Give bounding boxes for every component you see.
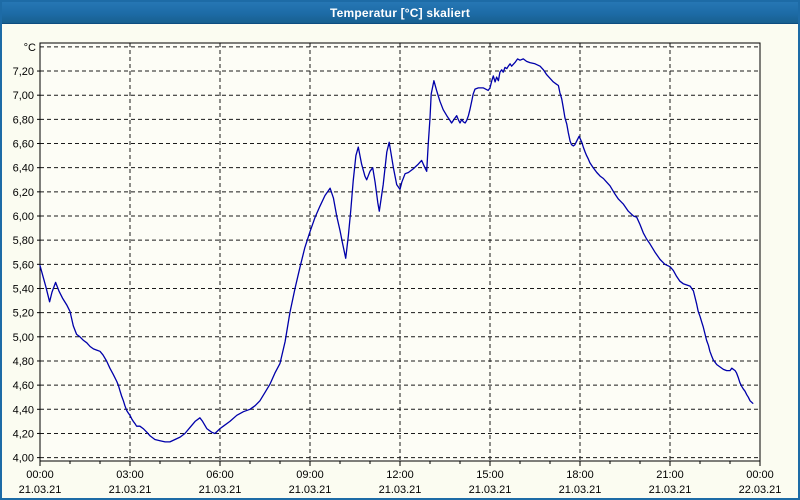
y-tick-label: 6,80 bbox=[13, 114, 34, 126]
temperature-line bbox=[39, 58, 754, 443]
x-tick-date-label: 21.03.21 bbox=[649, 484, 692, 496]
y-tick-label: 6,20 bbox=[13, 187, 34, 199]
y-tick-label: 7,20 bbox=[13, 66, 34, 78]
x-tick-time-label: 09:00 bbox=[296, 469, 324, 481]
x-tick-date-label: 21.03.21 bbox=[19, 484, 62, 496]
y-tick-label: 4,20 bbox=[13, 428, 34, 440]
chart-area: 7,20 7,00 6,80 6,60 6,40 6,20 6,00 5,80 5,60 5,40… bbox=[2, 24, 798, 498]
y-tick-label: 6,60 bbox=[13, 139, 34, 151]
x-tick-date-label: 21.03.21 bbox=[379, 484, 422, 496]
y-tick-label: 5,80 bbox=[13, 235, 34, 247]
x-axis-ticks bbox=[39, 461, 761, 466]
y-axis-labels: 7,20 7,00 6,80 6,60 6,40 6,20 6,00 5,80 5,60 5,40… bbox=[13, 66, 34, 465]
x-tick-time-label: 12:00 bbox=[386, 469, 414, 481]
y-tick-label: 4,60 bbox=[13, 380, 34, 392]
plot-frame bbox=[39, 42, 761, 462]
y-tick-label: 7,00 bbox=[13, 90, 34, 102]
x-tick-date-label: 21.03.21 bbox=[289, 484, 332, 496]
temperature-chart: 7,20 7,00 6,80 6,60 6,40 6,20 6,00 5,80 5,60 5,40… bbox=[13, 42, 782, 496]
y-tick-label: 6,00 bbox=[13, 211, 34, 223]
window-title: Temperatur [°C] skaliert bbox=[329, 5, 471, 20]
x-axis-date-labels: 21.03.21 21.03.21 21.03.21 21.03.21 21.03.21… bbox=[19, 484, 782, 496]
x-axis-time-labels: 00:00 03:00 06:00 09:00 12:00 15:00 18:00 21:00… bbox=[26, 469, 774, 481]
x-tick-time-label: 21:00 bbox=[656, 469, 684, 481]
x-tick-date-label: 22.03.21 bbox=[739, 484, 782, 496]
y-axis-unit-label: °C bbox=[24, 42, 36, 54]
x-tick-date-label: 21.03.21 bbox=[559, 484, 602, 496]
y-tick-label: 4,40 bbox=[13, 404, 34, 416]
x-tick-date-label: 21.03.21 bbox=[109, 484, 152, 496]
x-tick-time-label: 03:00 bbox=[116, 469, 144, 481]
x-tick-time-label: 00:00 bbox=[746, 469, 774, 481]
y-tick-label: 5,40 bbox=[13, 283, 34, 295]
y-tick-label: 5,00 bbox=[13, 332, 34, 344]
y-tick-label: 4,80 bbox=[13, 356, 34, 368]
title-bar: Temperatur [°C] skaliert bbox=[2, 2, 798, 24]
x-tick-time-label: 00:00 bbox=[26, 469, 54, 481]
plot-area bbox=[40, 43, 760, 461]
x-tick-time-label: 15:00 bbox=[476, 469, 504, 481]
x-tick-date-label: 21.03.21 bbox=[469, 484, 512, 496]
y-tick-label: 5,60 bbox=[13, 259, 34, 271]
y-tick-label: 5,20 bbox=[13, 308, 34, 320]
x-tick-time-label: 18:00 bbox=[566, 469, 594, 481]
y-tick-label: 4,00 bbox=[13, 453, 34, 465]
x-tick-date-label: 21.03.21 bbox=[199, 484, 242, 496]
y-tick-label: 6,40 bbox=[13, 163, 34, 175]
x-tick-time-label: 06:00 bbox=[206, 469, 234, 481]
